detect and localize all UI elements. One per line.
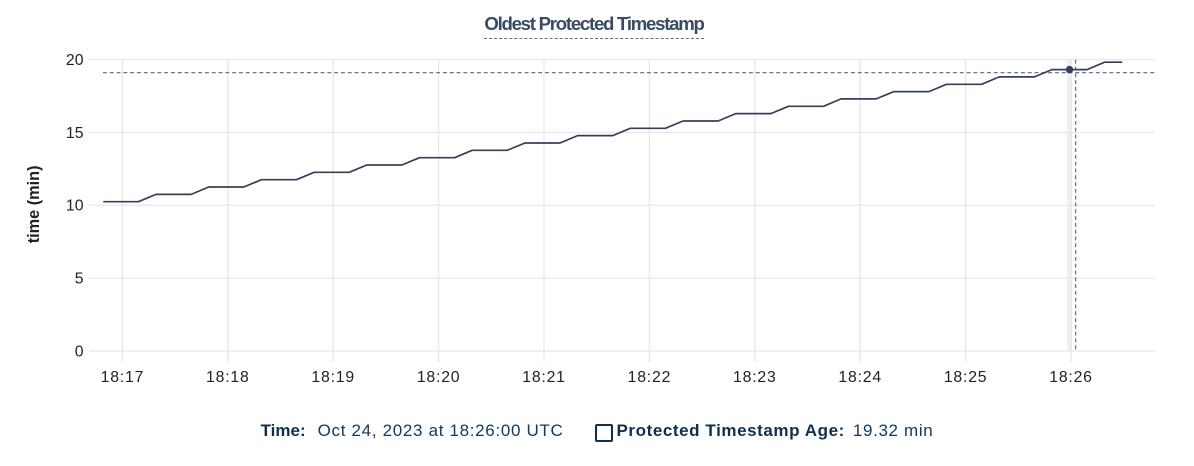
- svg-text:18:24: 18:24: [838, 369, 882, 386]
- svg-text:18:25: 18:25: [944, 369, 988, 386]
- svg-text:5: 5: [75, 271, 84, 288]
- svg-text:10: 10: [66, 198, 84, 215]
- svg-text:18:18: 18:18: [206, 369, 250, 386]
- svg-text:18:26: 18:26: [1049, 369, 1093, 386]
- svg-text:18:17: 18:17: [101, 369, 145, 386]
- svg-text:18:21: 18:21: [522, 369, 566, 386]
- svg-text:18:20: 18:20: [417, 369, 461, 386]
- svg-text:18:23: 18:23: [733, 369, 777, 386]
- svg-text:0: 0: [75, 343, 84, 360]
- svg-text:18:19: 18:19: [311, 369, 355, 386]
- svg-text:20: 20: [66, 52, 84, 69]
- svg-text:18:22: 18:22: [628, 369, 672, 386]
- svg-text:time (min): time (min): [25, 166, 43, 244]
- svg-text:15: 15: [66, 125, 84, 142]
